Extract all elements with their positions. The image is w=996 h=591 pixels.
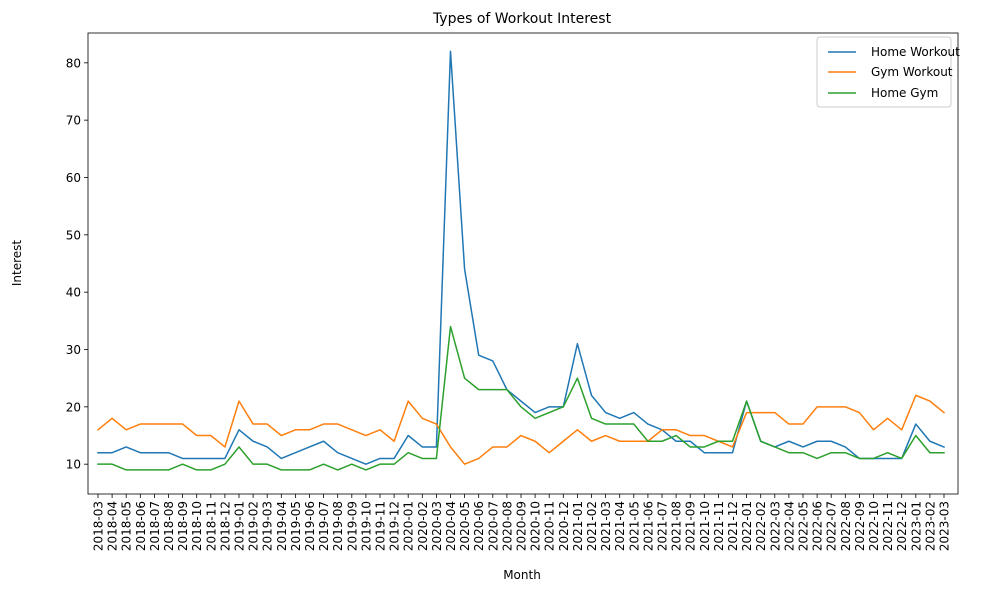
x-tick-label: 2020-10: [529, 501, 543, 551]
x-tick-label: 2020-08: [500, 501, 514, 551]
x-tick-label: 2022-09: [853, 501, 867, 551]
x-tick-label: 2022-03: [768, 501, 782, 551]
x-tick-label: 2021-01: [571, 501, 585, 551]
x-tick-label: 2018-12: [218, 501, 232, 551]
plot-area: [87, 32, 959, 495]
y-tick-label: 60: [66, 171, 81, 185]
x-tick-label: 2019-11: [374, 501, 388, 551]
x-tick-label: 2018-04: [106, 501, 120, 551]
x-tick-label: 2018-07: [148, 501, 162, 551]
x-tick-label: 2018-03: [92, 501, 106, 551]
x-tick-label: 2018-05: [120, 501, 134, 551]
x-tick-label: 2018-09: [176, 501, 190, 551]
x-tick-label: 2023-02: [923, 501, 937, 551]
legend-label-gym-workout: Gym Workout: [871, 65, 953, 79]
x-tick-label: 2023-03: [938, 501, 952, 551]
x-tick-label: 2019-06: [303, 501, 317, 551]
x-tick-label: 2023-01: [909, 501, 923, 551]
x-tick-label: 2019-07: [317, 501, 331, 551]
y-tick-label: 40: [66, 286, 81, 300]
x-axis-title: Month: [503, 568, 541, 582]
x-tick-label: 2021-08: [670, 501, 684, 551]
x-tick-label: 2019-03: [261, 501, 275, 551]
x-tick-label: 2019-09: [345, 501, 359, 551]
chart-title: Types of Workout Interest: [432, 11, 612, 27]
x-tick-label: 2019-12: [388, 501, 402, 551]
x-tick-label: 2019-01: [233, 501, 247, 551]
x-tick-label: 2022-12: [895, 501, 909, 551]
series-line-gym-workout: [96, 394, 946, 465]
x-tick-label: 2019-08: [331, 501, 345, 551]
x-tick-label: 2019-02: [247, 501, 261, 551]
y-axis: 10 20 30 40 50 60 70 80: [66, 56, 88, 472]
x-tick-label: 2020-06: [472, 501, 486, 551]
x-tick-label: 2021-02: [585, 501, 599, 551]
x-tick-label: 2020-09: [515, 501, 529, 551]
y-axis-title: Interest: [10, 240, 24, 287]
legend-box: [816, 36, 952, 108]
x-tick-label: 2019-05: [289, 501, 303, 551]
x-tick-label: 2022-04: [782, 501, 796, 551]
x-tick-label: 2021-11: [712, 501, 726, 551]
x-tick-label: 2021-10: [698, 501, 712, 551]
x-tick-label: 2021-04: [613, 501, 627, 551]
y-tick-label: 80: [66, 56, 81, 70]
x-tick-label: 2022-01: [740, 501, 754, 551]
x-tick-label: 2020-02: [416, 501, 430, 551]
x-tick-label: 2021-07: [656, 501, 670, 551]
x-tick-label: 2020-01: [402, 501, 416, 551]
x-tick-label: 2020-04: [444, 501, 458, 551]
legend: Home Workout Gym Workout Home Gym: [816, 36, 960, 108]
y-tick-label: 10: [66, 458, 81, 472]
x-tick-label: 2021-09: [684, 501, 698, 551]
x-tick-label: 2022-11: [881, 501, 895, 551]
x-axis: 2018-03 2018-04 2018-05 2018-06 2018-07 2018-…: [92, 494, 952, 551]
series-line-home-workout: [97, 50, 945, 465]
x-tick-label: 2022-05: [797, 501, 811, 551]
x-tick-label: 2020-05: [458, 501, 472, 551]
x-tick-label: 2019-04: [275, 501, 289, 551]
x-tick-label: 2021-05: [627, 501, 641, 551]
x-tick-label: 2022-10: [867, 501, 881, 551]
x-tick-label: 2018-10: [190, 501, 204, 551]
x-tick-label: 2019-10: [359, 501, 373, 551]
legend-label-home-workout: Home Workout: [871, 45, 960, 59]
series-layer: [96, 50, 946, 471]
y-tick-label: 20: [66, 400, 81, 414]
x-tick-label: 2020-07: [486, 501, 500, 551]
x-tick-label: 2020-11: [543, 501, 557, 551]
x-tick-label: 2018-08: [162, 501, 176, 551]
x-tick-label: 2022-02: [754, 501, 768, 551]
x-tick-label: 2020-12: [557, 501, 571, 551]
x-tick-label: 2022-06: [811, 501, 825, 551]
y-tick-label: 30: [66, 343, 81, 357]
series-line-home-gym: [97, 325, 945, 471]
x-tick-label: 2021-06: [641, 501, 655, 551]
legend-label-home-gym: Home Gym: [871, 86, 938, 100]
x-tick-label: 2018-11: [204, 501, 218, 551]
y-tick-label: 70: [66, 114, 81, 128]
x-tick-label: 2018-06: [134, 501, 148, 551]
x-tick-label: 2021-03: [599, 501, 613, 551]
x-tick-label: 2020-03: [430, 501, 444, 551]
x-tick-label: 2022-08: [839, 501, 853, 551]
y-tick-label: 50: [66, 228, 81, 242]
x-tick-label: 2021-12: [726, 501, 740, 551]
x-tick-label: 2022-07: [825, 501, 839, 551]
